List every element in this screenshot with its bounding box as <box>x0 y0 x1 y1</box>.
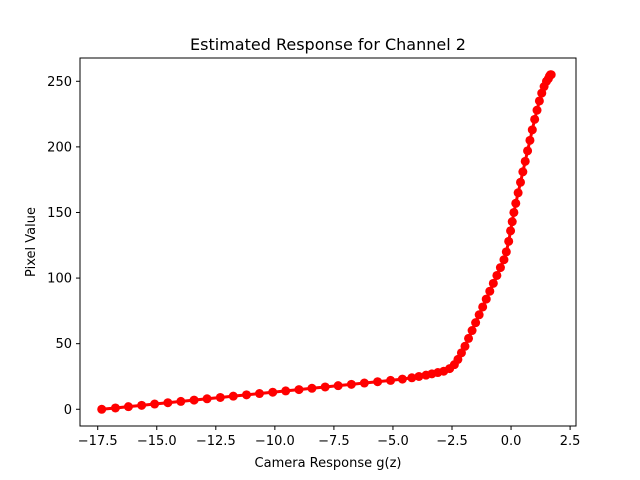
data-point <box>464 333 474 343</box>
data-point <box>307 383 317 393</box>
data-point <box>523 146 533 156</box>
data-point <box>511 198 521 208</box>
data-point <box>359 378 369 388</box>
data-point <box>189 395 199 405</box>
data-point <box>228 391 238 401</box>
x-axis-ticks: −17.5 −15.0 −12.5 −10.0 −7.5 −5.0 −2.5 0.0 2.5 <box>78 426 581 449</box>
data-point <box>509 207 519 217</box>
data-point <box>333 381 343 391</box>
x-tick-label: −5.0 <box>377 434 409 449</box>
data-point <box>499 255 509 265</box>
x-tick-label: −12.5 <box>196 434 236 449</box>
data-point <box>478 302 488 312</box>
data-point <box>137 400 147 410</box>
data-point <box>467 326 477 336</box>
data-point <box>163 398 173 408</box>
data-point <box>474 310 484 320</box>
data-point <box>495 263 505 273</box>
x-tick-label: 2.5 <box>560 434 581 449</box>
data-point <box>453 354 463 364</box>
data-point <box>110 403 120 413</box>
chart-title: Estimated Response for Channel 2 <box>190 35 466 54</box>
data-point <box>530 114 540 124</box>
data-markers <box>97 70 556 414</box>
data-point <box>520 156 530 166</box>
x-tick-label: −7.5 <box>318 434 350 449</box>
data-point <box>97 404 107 414</box>
data-point <box>525 135 535 145</box>
data-point <box>386 375 396 385</box>
x-tick-label: −2.5 <box>436 434 468 449</box>
data-point <box>534 96 544 106</box>
x-tick-label: −17.5 <box>78 434 118 449</box>
data-point <box>460 341 470 351</box>
data-point <box>123 402 133 412</box>
x-tick-label: −10.0 <box>255 434 295 449</box>
y-tick-label: 100 <box>47 272 72 287</box>
data-point <box>513 188 523 198</box>
data-point <box>176 396 186 406</box>
y-tick-label: 250 <box>47 75 72 90</box>
data-point <box>481 294 491 304</box>
data-point <box>492 270 502 280</box>
data-point <box>202 394 212 404</box>
x-tick-label: 0.0 <box>501 434 522 449</box>
data-point <box>407 373 417 383</box>
data-point <box>485 286 495 296</box>
x-tick-label: −15.0 <box>137 434 177 449</box>
data-point <box>488 278 498 288</box>
data-point <box>506 226 516 236</box>
data-point <box>373 377 383 387</box>
data-point <box>294 385 304 395</box>
data-point <box>268 387 278 397</box>
y-tick-label: 50 <box>55 337 72 352</box>
data-point <box>397 374 407 384</box>
data-point <box>518 167 528 177</box>
data-point <box>546 70 556 80</box>
data-point <box>255 389 264 399</box>
axes-frame <box>79 57 577 427</box>
data-point <box>501 247 511 257</box>
x-axis-label: Camera Response g(z) <box>255 456 402 471</box>
data-point <box>532 105 542 115</box>
y-tick-label: 200 <box>47 140 72 155</box>
data-point <box>150 399 160 409</box>
data-point <box>507 217 517 227</box>
data-point <box>281 386 291 396</box>
data-point <box>527 125 537 135</box>
y-axis-label: Pixel Value <box>24 207 39 277</box>
y-tick-label: 0 <box>64 403 72 418</box>
data-point <box>346 379 356 389</box>
data-point <box>320 382 330 392</box>
data-point <box>516 177 525 187</box>
data-point <box>242 390 252 400</box>
data-point <box>471 318 481 328</box>
data-point <box>414 371 424 381</box>
data-point <box>504 236 514 246</box>
y-tick-label: 150 <box>47 206 72 221</box>
data-point <box>215 392 225 402</box>
y-axis-ticks: 0 50 100 150 200 250 <box>47 75 80 418</box>
